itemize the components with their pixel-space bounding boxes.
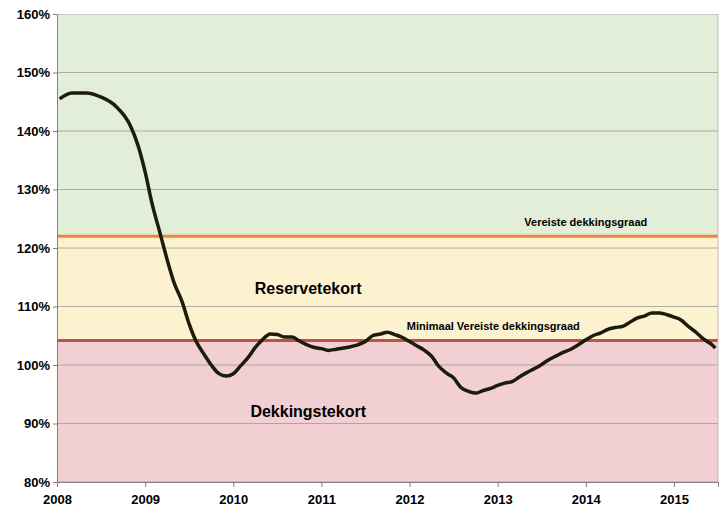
y-tick: 110% [17,299,57,314]
grid-line [57,306,718,307]
y-tick: 90% [24,416,57,431]
y-tick-label: 80% [24,475,50,490]
x-tick-mark [674,482,675,487]
chart: Vereiste dekkingsgraad Minimaal Vereiste … [0,0,722,520]
plot-frame [718,14,719,482]
y-axis: 80% 90% 100% 110% 120% 130% 140% 150% 160% [17,7,58,490]
y-tick-label: 100% [17,358,51,373]
y-tick: 160% [17,7,57,22]
x-tick-label: 2014 [572,492,602,507]
y-tick-mark [53,248,57,249]
y-tick: 80% [24,475,57,490]
y-tick: 130% [17,182,57,197]
x-axis-line [58,483,719,488]
x-tick: 2011 [308,482,336,507]
zone [57,340,718,482]
grid-line [57,423,718,424]
x-tick-mark [145,482,146,487]
x-tick: 2013 [484,482,513,507]
grid-line [57,482,718,483]
x-tick-label: 2008 [43,492,72,507]
x-tick: 2010 [219,482,248,507]
x-tick-label: 2012 [396,492,425,507]
zone-label: Reservetekort [255,280,362,297]
grid-line [57,14,718,15]
y-tick-label: 130% [17,182,51,197]
y-tick-mark [53,190,57,191]
y-tick: 140% [17,124,57,139]
y-tick-mark [53,365,57,366]
x-tick-mark [57,482,58,487]
threshold-line [57,339,718,342]
plot: Vereiste dekkingsgraad Minimaal Vereiste … [17,7,719,508]
y-tick: 100% [17,358,57,373]
zone [57,236,718,340]
y-tick-label: 110% [17,299,50,314]
x-tick-label: 2013 [484,492,513,507]
x-tick-mark [498,482,499,487]
x-tick: 2009 [131,482,160,507]
grid-line [57,248,718,249]
x-tick-mark [233,482,234,487]
x-tick: 2014 [572,482,602,507]
threshold-label: Vereiste dekkingsgraad [524,216,647,228]
y-axis-line [53,15,58,483]
x-tick: 2008 [43,482,72,507]
y-tick-mark [53,14,57,15]
zone-label: Dekkingstekort [250,403,366,420]
plot-area [57,14,718,482]
x-tick: 2012 [396,482,425,507]
grid-line [57,131,718,132]
x-tick-mark [321,482,322,487]
threshold-label: Minimaal Vereiste dekkingsgraad [407,320,580,332]
y-tick-mark [53,73,57,74]
y-tick-label: 150% [17,65,51,80]
zone [57,14,718,236]
y-tick: 120% [17,241,57,256]
y-tick-mark [53,482,57,483]
series-line [60,93,716,393]
grid-line [57,189,718,190]
threshold-line [57,235,718,238]
y-tick-mark [53,424,57,425]
y-tick-mark [53,307,57,308]
x-tick-label: 2009 [131,492,160,507]
x-tick: 2015 [660,482,689,507]
grid-line [57,365,718,366]
grid-line [57,72,718,73]
y-tick-label: 90% [24,416,50,431]
x-tick-label: 2010 [219,492,248,507]
x-tick-mark [586,482,587,487]
y-tick-label: 120% [17,241,51,256]
y-tick: 150% [17,65,57,80]
x-axis: 2008 2009 2010 2011 2012 2013 2014 2015 [43,482,718,507]
y-tick-label: 140% [17,124,51,139]
x-tick-label: 2015 [660,492,689,507]
y-tick-mark [53,131,57,132]
x-tick-mark [410,482,411,487]
y-tick-label: 160% [17,7,51,22]
x-tick-label: 2011 [308,492,336,507]
